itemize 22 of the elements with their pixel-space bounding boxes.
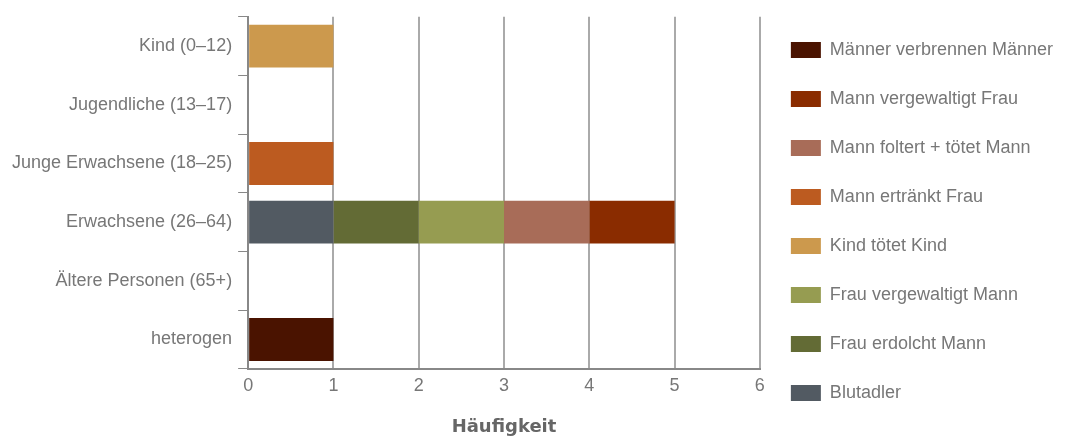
legend-label: Männer verbrennen Männer xyxy=(829,38,1054,59)
x-tick-label: 1 xyxy=(328,374,339,395)
legend-label: Frau erdolcht Mann xyxy=(829,332,986,353)
y-tick-label: Kind (0–12) xyxy=(139,35,233,56)
legend-label: Mann ertränkt Frau xyxy=(829,185,983,206)
x-tick-label: 6 xyxy=(754,374,765,395)
y-tick-label: Junge Erwachsene (18–25) xyxy=(12,152,233,173)
y-tick-label: heterogen xyxy=(151,328,233,349)
y-tick-label: Jugendliche (13–17) xyxy=(69,93,233,114)
x-tick-label: 5 xyxy=(669,374,680,395)
legend-label: Kind tötet Kind xyxy=(829,234,947,255)
x-tick-label: 4 xyxy=(584,374,595,395)
y-tick-label: Erwachsene (26–64) xyxy=(66,211,233,232)
legend-label: Frau vergewaltigt Mann xyxy=(829,283,1018,304)
legend-label: Blutadler xyxy=(829,381,901,402)
legend-label: Mann foltert + tötet Mann xyxy=(829,136,1031,157)
x-tick-label: 2 xyxy=(413,374,424,395)
x-tick-label: 0 xyxy=(243,374,254,395)
x-tick-label: 3 xyxy=(499,374,510,395)
y-tick-label: Ältere Personen (65+) xyxy=(55,269,233,290)
legend-label: Mann vergewaltigt Frau xyxy=(829,87,1018,108)
x-axis-title: Häufigkeit xyxy=(451,414,557,436)
